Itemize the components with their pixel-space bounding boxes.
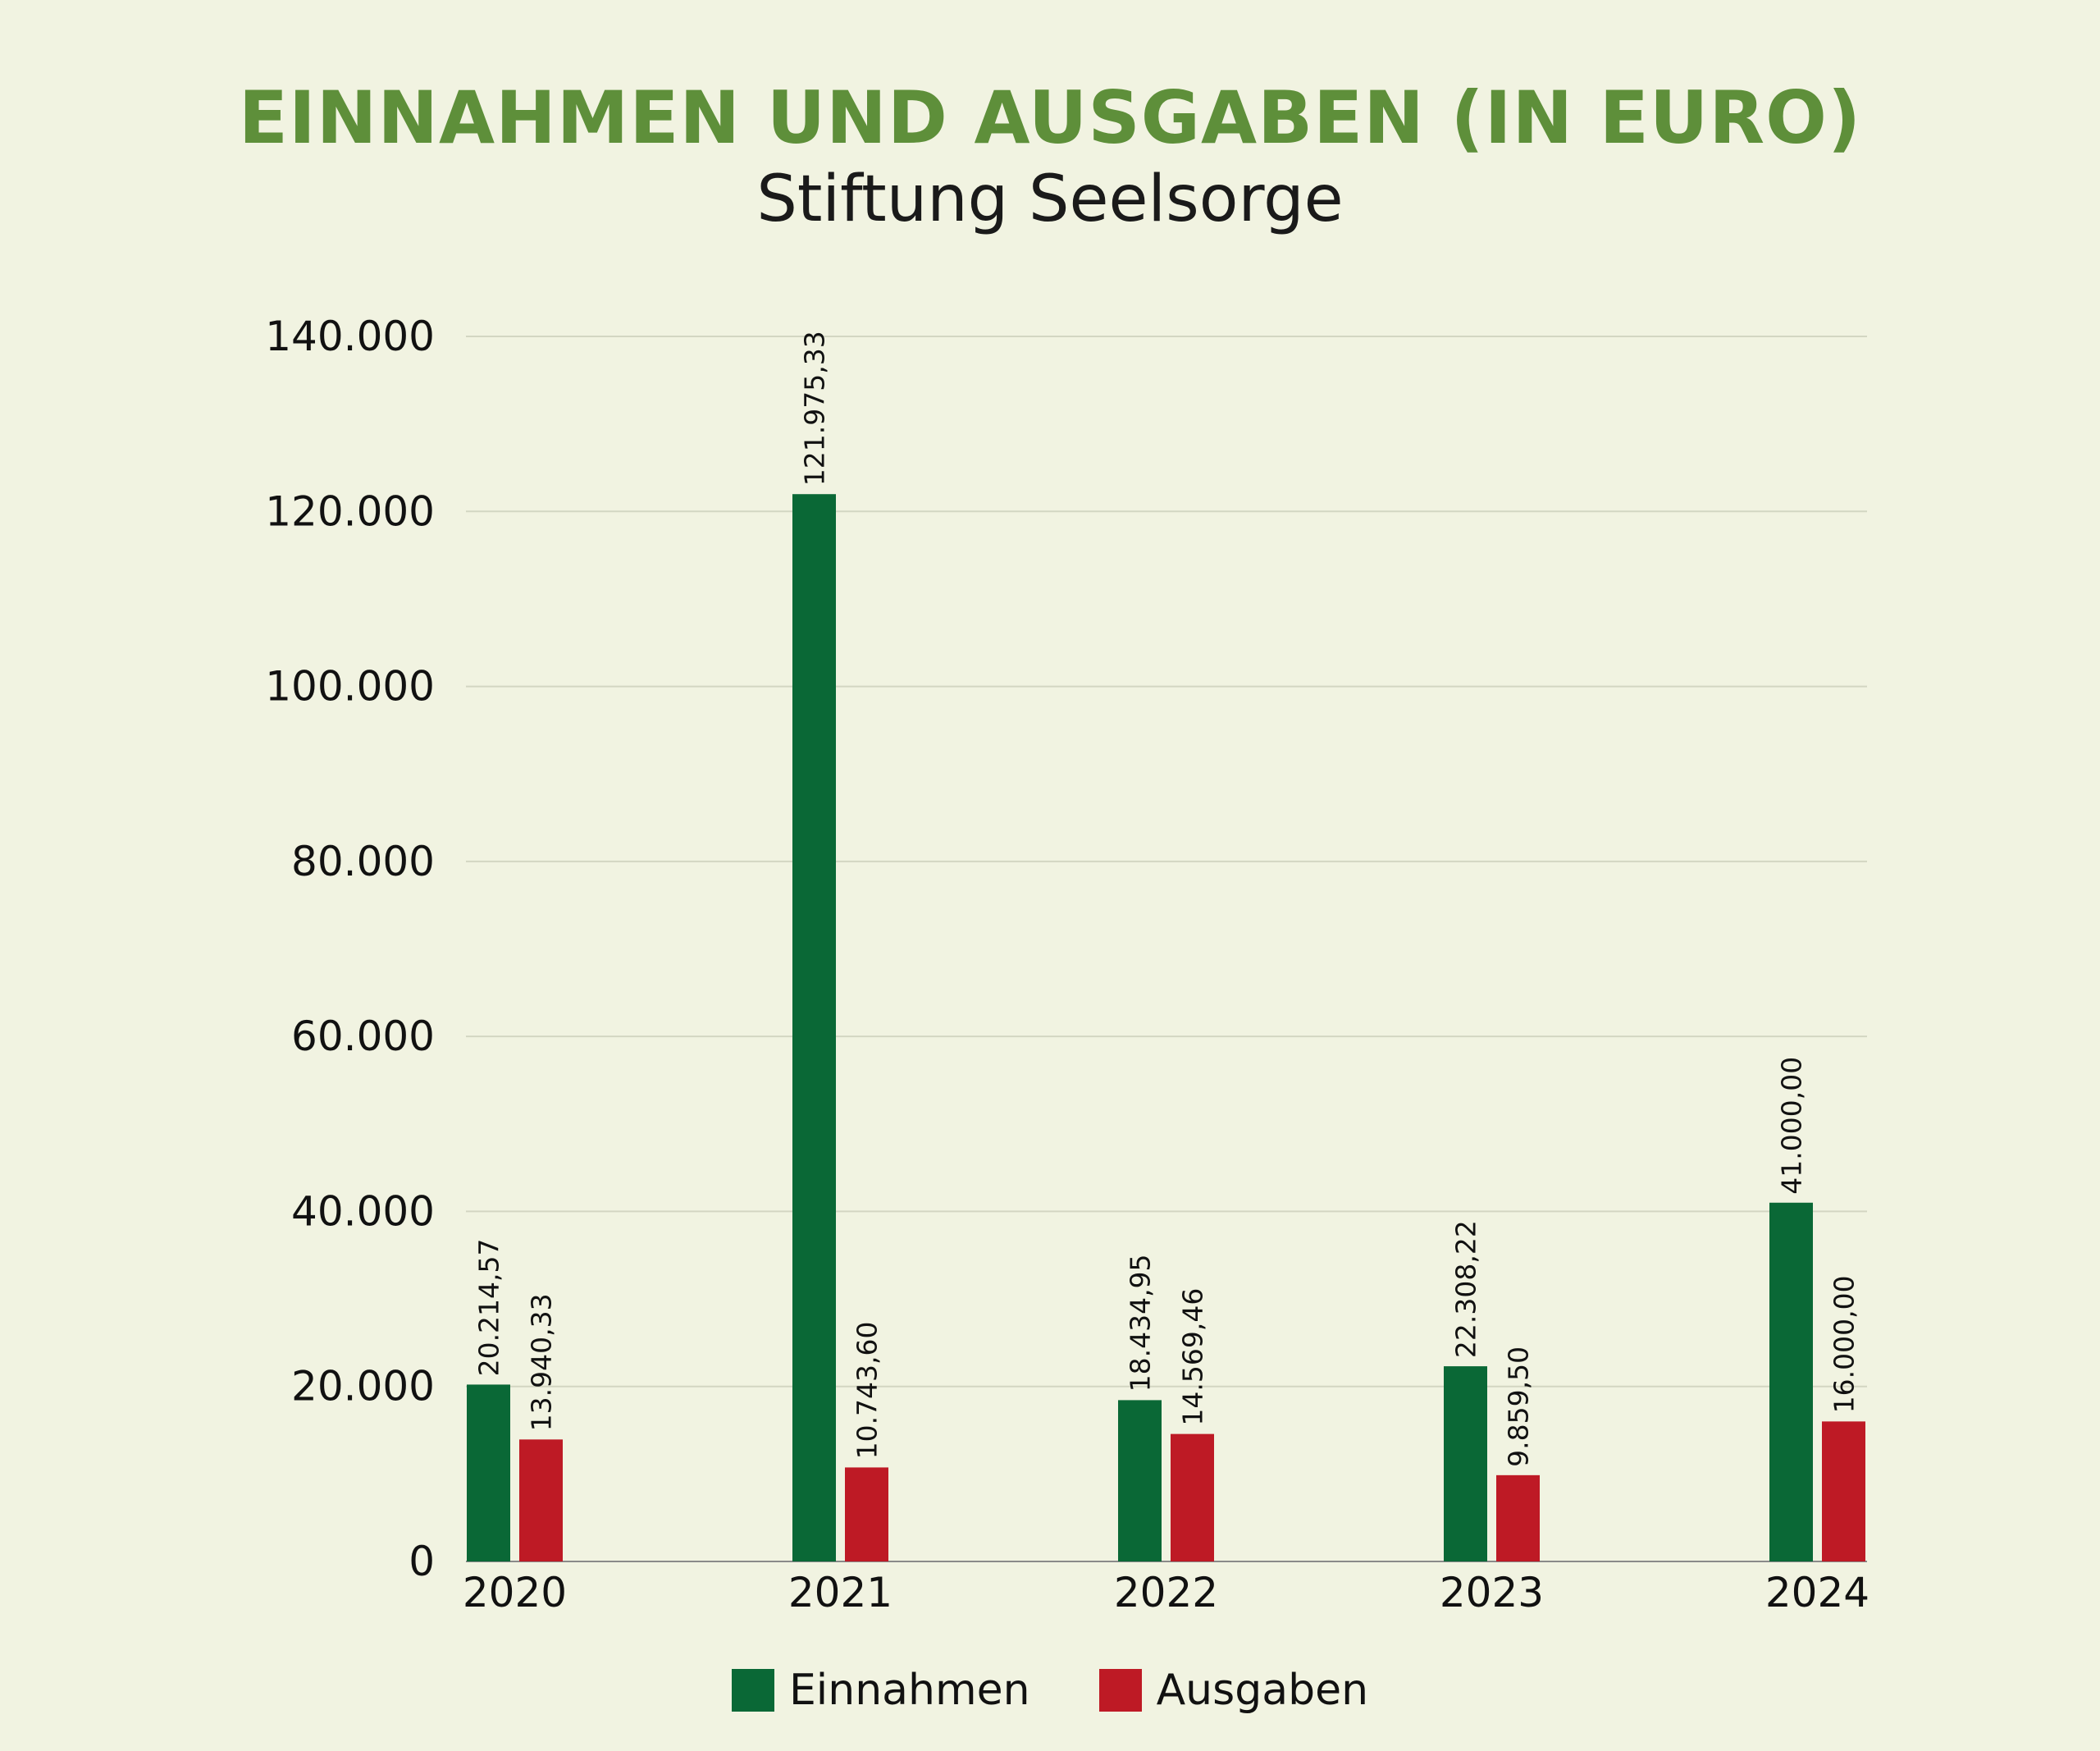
legend-swatch-ausgaben — [1098, 1669, 1142, 1712]
bar-einnahmen-2024 — [1769, 1202, 1813, 1561]
bar-einnahmen-2022 — [1118, 1400, 1162, 1561]
bar-einnahmen-2021 — [792, 494, 836, 1561]
y-tick-label: 20.000 — [291, 1363, 435, 1410]
x-tick-label: 2024 — [1765, 1569, 1869, 1616]
bar-einnahmen-2020 — [467, 1384, 510, 1561]
y-tick-label: 80.000 — [291, 838, 435, 885]
data-label: 22.308,22 — [1450, 1220, 1482, 1358]
chart-title: EINNAHMEN UND AUSGABEN (IN EURO) — [238, 75, 1862, 160]
bar-ausgaben-2023 — [1496, 1474, 1540, 1561]
legend-label-ausgaben: Ausgaben — [1156, 1666, 1369, 1715]
x-tick-label: 2022 — [1114, 1569, 1218, 1616]
data-label: 121.975,33 — [799, 331, 831, 486]
bar-ausgaben-2022 — [1171, 1433, 1214, 1561]
data-label: 41.000,00 — [1776, 1057, 1808, 1195]
chart-legend: Einnahmen Ausgaben — [0, 1666, 2100, 1715]
y-tick-label: 0 — [409, 1538, 435, 1585]
data-label: 18.434,95 — [1125, 1254, 1157, 1392]
data-label: 20.214,57 — [473, 1238, 505, 1376]
legend-item-einnahmen: Einnahmen — [731, 1666, 1030, 1715]
y-tick-label: 100.000 — [265, 663, 435, 711]
legend-label-einnahmen: Einnahmen — [788, 1666, 1030, 1715]
bar-ausgaben-2020 — [519, 1439, 563, 1561]
data-label: 14.569,46 — [1177, 1288, 1209, 1426]
x-tick-label: 2021 — [788, 1569, 892, 1616]
bar-ausgaben-2021 — [845, 1467, 888, 1561]
bar-ausgaben-2024 — [1822, 1421, 1865, 1561]
chart-subtitle: Stiftung Seelsorge — [756, 162, 1344, 236]
data-label: 10.743,60 — [851, 1321, 883, 1459]
y-tick-label: 40.000 — [291, 1187, 435, 1235]
legend-item-ausgaben: Ausgaben — [1098, 1666, 1369, 1715]
bar-einnahmen-2023 — [1444, 1366, 1487, 1561]
x-tick-label: 2023 — [1440, 1569, 1544, 1616]
data-label: 13.940,33 — [526, 1293, 558, 1431]
legend-swatch-einnahmen — [731, 1669, 774, 1712]
y-tick-label: 140.000 — [265, 313, 435, 360]
data-label: 16.000,00 — [1828, 1275, 1860, 1413]
y-tick-label: 120.000 — [265, 487, 435, 535]
x-tick-label: 2020 — [463, 1569, 567, 1616]
data-label: 9.859,50 — [1503, 1346, 1535, 1467]
y-tick-label: 60.000 — [291, 1013, 435, 1060]
